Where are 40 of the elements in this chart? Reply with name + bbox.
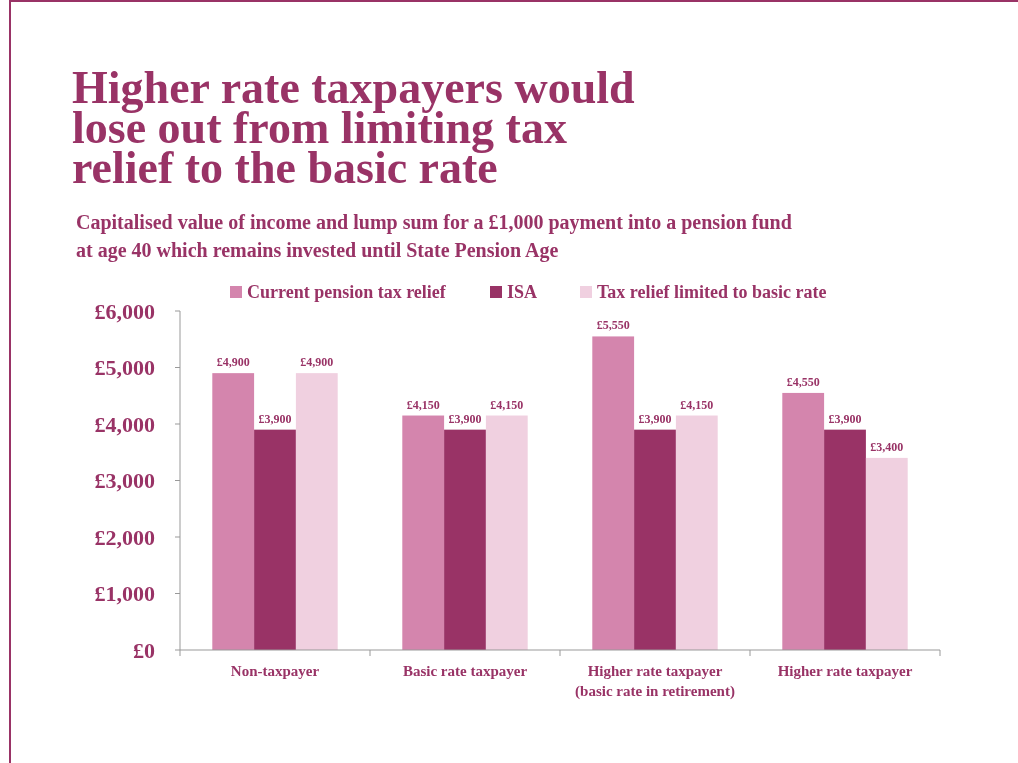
bar (592, 336, 635, 650)
data-label: £4,900 (300, 355, 334, 370)
bar (295, 373, 338, 650)
y-tick-label: £4,000 (94, 411, 155, 437)
x-tick-label: Basic rate taxpayer (402, 663, 528, 679)
y-tick-label: £2,000 (94, 524, 155, 550)
legend-label: ISA (507, 282, 538, 302)
chart-subtitle: Capitalised value of income and lump sum for a £1,000 payment into a pension fund at age 40 which remains invested until State Pension Age (76, 211, 792, 262)
y-tick-label: £6,000 (94, 298, 155, 324)
bar (254, 429, 296, 650)
bar (782, 392, 825, 650)
bar (212, 373, 255, 650)
bar (824, 429, 866, 650)
x-tick-label: Higher rate taxpayer (777, 663, 913, 679)
data-label: £5,550 (596, 318, 630, 333)
data-label: £4,550 (786, 374, 820, 389)
bar (444, 429, 486, 650)
chart-title: Higher rate taxpayers would lose out from limiting tax relief to the basic rate (72, 62, 636, 193)
data-label: £3,900 (258, 411, 292, 426)
bar (865, 457, 908, 650)
data-label: £4,150 (680, 397, 714, 412)
data-label: £3,400 (870, 439, 904, 454)
legend-label: Tax relief limited to basic rate (597, 282, 827, 302)
bar (675, 415, 718, 650)
bar (402, 415, 445, 650)
data-label: £4,150 (490, 397, 524, 412)
y-tick-label: £5,000 (94, 355, 155, 381)
y-tick-label: £3,000 (94, 468, 155, 494)
bar (634, 429, 676, 650)
data-label: £3,900 (638, 411, 672, 426)
data-label: £4,150 (406, 397, 440, 412)
x-tick-label: Higher rate taxpayer (basic rate in retirement) (575, 663, 735, 700)
bar (485, 415, 528, 650)
y-tick-label: £0 (133, 637, 155, 663)
data-label: £4,900 (216, 355, 250, 370)
y-tick-label: £1,000 (94, 581, 155, 607)
data-label: £3,900 (448, 411, 482, 426)
data-label: £3,900 (828, 411, 862, 426)
x-tick-label: Non-taxpayer (230, 663, 320, 679)
legend-label: Current pension tax relief (247, 282, 447, 302)
